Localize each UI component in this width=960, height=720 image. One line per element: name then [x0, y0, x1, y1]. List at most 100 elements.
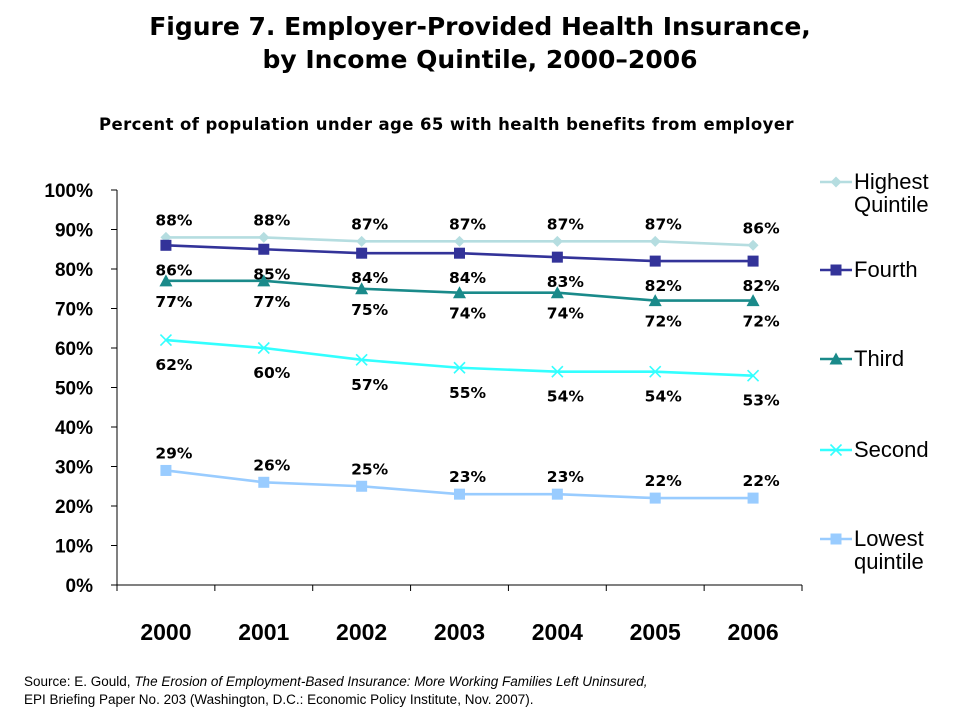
data-point — [747, 369, 760, 382]
x-tick-label: 2004 — [532, 619, 583, 645]
chart-subtitle: Percent of population under age 65 with … — [99, 115, 794, 134]
data-point — [258, 231, 270, 243]
legend: Highest Quintile Fourth Third Second Lowest … — [820, 170, 960, 590]
legend-swatch — [820, 352, 852, 365]
data-label: 53% — [743, 392, 781, 410]
data-label: 88% — [253, 211, 291, 229]
legend-item: Highest Quintile — [820, 170, 960, 230]
data-label: 62% — [155, 356, 193, 374]
series-third: 77% 77% 75% 74% 74% 72% 72% — [155, 274, 781, 331]
data-label: 60% — [253, 364, 291, 382]
data-point — [551, 365, 564, 378]
legend-item: Third — [820, 347, 960, 407]
data-label: 54% — [547, 388, 585, 406]
data-label: 87% — [645, 215, 683, 233]
legend-marker — [829, 443, 843, 457]
legend-marker — [829, 352, 843, 365]
data-point — [454, 235, 465, 247]
data-label: 23% — [547, 468, 585, 486]
legend-swatch — [820, 264, 852, 276]
data-point — [159, 334, 172, 347]
data-label: 26% — [253, 456, 291, 474]
y-tick-label: 60% — [55, 339, 93, 360]
data-point — [648, 294, 662, 307]
series-highest-quintile: 88% 88% 87% 87% 87% 87% 86% — [155, 211, 781, 251]
legend-label: Third — [854, 346, 905, 371]
source-note: Source: E. Gould, The Erosion of Employm… — [24, 673, 924, 709]
legend-marker — [830, 533, 842, 545]
legend-label: Highest Quintile — [854, 169, 929, 217]
legend-label: Lowest quintile — [854, 526, 924, 574]
data-point — [454, 247, 465, 259]
data-label: 74% — [449, 305, 487, 323]
data-label: 23% — [449, 468, 487, 486]
data-point — [746, 294, 760, 307]
data-point — [454, 488, 465, 500]
data-label: 75% — [351, 301, 389, 319]
legend-swatch — [820, 176, 852, 188]
data-point — [649, 365, 662, 378]
legend-swatch — [820, 533, 852, 545]
x-tick-label: 2003 — [434, 619, 485, 645]
data-label: 77% — [253, 293, 291, 311]
y-tick-label: 90% — [55, 221, 93, 242]
x-tick-label: 2000 — [140, 619, 191, 645]
data-label: 25% — [351, 460, 389, 478]
data-point — [356, 480, 368, 492]
data-point — [355, 353, 368, 366]
data-label: 83% — [547, 273, 585, 291]
source-line2: EPI Briefing Paper No. 203 (Washington, … — [24, 692, 534, 707]
data-label: 57% — [351, 376, 389, 394]
data-point — [551, 251, 563, 263]
legend-label: Second — [854, 437, 929, 462]
x-tick-label: 2006 — [727, 619, 778, 645]
data-point — [257, 341, 270, 355]
data-point — [159, 274, 173, 287]
data-point — [747, 239, 759, 251]
legend-marker — [830, 264, 842, 276]
data-point — [551, 488, 563, 500]
data-label: 54% — [645, 388, 683, 406]
legend-item: Fourth — [820, 258, 960, 318]
series-second: 62% 60% 57% 55% 54% 54% 53% — [155, 334, 781, 410]
data-point — [453, 361, 466, 374]
source-prefix: Source: E. Gould, — [24, 674, 135, 689]
data-label: 72% — [645, 313, 683, 331]
data-point — [356, 235, 368, 247]
data-point — [649, 235, 661, 247]
data-point — [747, 255, 759, 267]
data-label: 87% — [351, 215, 389, 233]
legend-label: Fourth — [854, 257, 918, 282]
data-point — [160, 239, 172, 251]
legend-item: Second — [820, 438, 960, 498]
data-label: 88% — [155, 211, 193, 229]
y-tick-label: 70% — [55, 300, 93, 321]
data-label: 82% — [743, 277, 781, 295]
data-label: 77% — [155, 293, 193, 311]
y-tick-label: 20% — [55, 497, 93, 518]
y-tick-label: 30% — [55, 458, 93, 479]
data-point — [649, 255, 661, 267]
y-tick-label: 0% — [66, 576, 94, 597]
data-label: 84% — [351, 269, 389, 287]
y-tick-label: 50% — [55, 379, 93, 400]
data-label: 82% — [645, 277, 683, 295]
chart-title: Figure 7. Employer-Provided Health Insur… — [0, 10, 960, 76]
x-tick-label: 2002 — [336, 619, 387, 645]
data-point — [258, 476, 270, 488]
data-label: 86% — [743, 219, 781, 237]
data-point — [258, 243, 270, 255]
data-label: 86% — [155, 261, 193, 279]
data-point — [453, 286, 466, 299]
series-fourth: 86% 85% 84% 84% 83% 82% 82% — [155, 239, 781, 295]
source-title: The Erosion of Employment-Based Insuranc… — [134, 674, 648, 689]
data-point — [551, 235, 563, 247]
data-label: 22% — [645, 472, 683, 490]
data-point — [356, 247, 368, 259]
data-label: 29% — [155, 444, 193, 462]
data-label: 72% — [743, 313, 781, 331]
data-label: 87% — [547, 215, 585, 233]
data-point — [550, 286, 564, 299]
legend-marker — [830, 176, 842, 188]
